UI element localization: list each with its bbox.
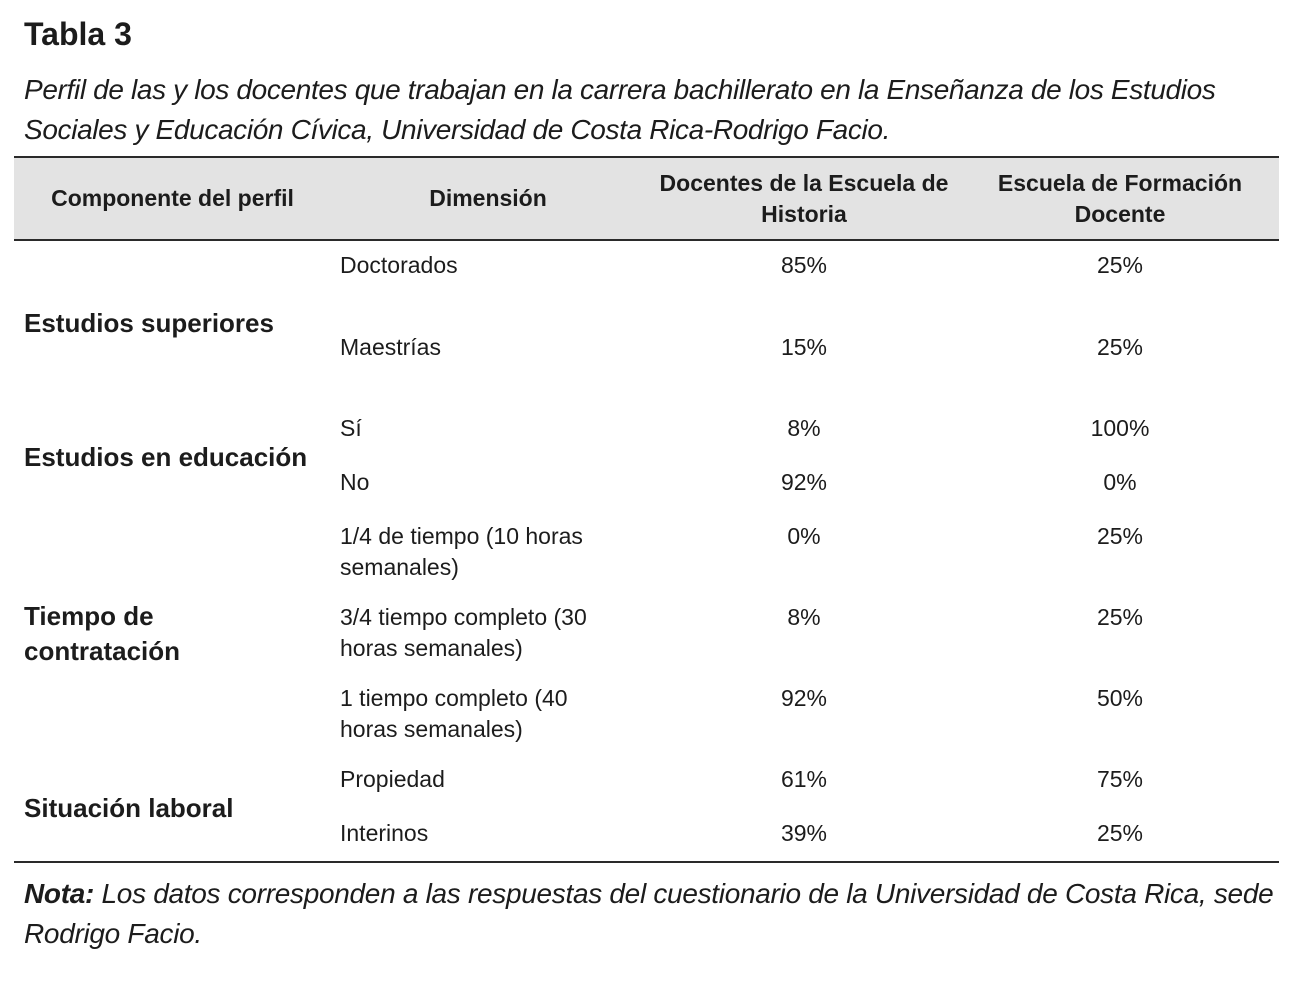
header-dimension: Dimensión <box>429 185 547 211</box>
component-situacion-laboral: Situación laboral <box>24 793 234 823</box>
component-estudios-educacion: Estudios en educación <box>24 442 308 472</box>
historia-value: 8% <box>787 604 821 630</box>
note-label: Nota: <box>24 878 95 909</box>
header-formacion: Escuela de Formación Docente <box>997 170 1243 227</box>
historia-value: 92% <box>780 685 828 711</box>
historia-value: 61% <box>780 766 828 792</box>
dimension-cell: Sí <box>340 415 362 441</box>
formacion-value: 25% <box>1096 604 1144 630</box>
note-text: Los datos corresponden a las respuestas … <box>24 878 1274 949</box>
historia-value: 0% <box>787 523 821 549</box>
historia-value: 8% <box>787 415 821 441</box>
header-rule <box>14 239 1279 241</box>
formacion-value: 100% <box>1090 415 1150 441</box>
table-note: Nota: Los datos corresponden a las respu… <box>24 874 1289 954</box>
formacion-value: 25% <box>1096 523 1144 549</box>
dimension-cell: Doctorados <box>340 252 458 278</box>
formacion-value: 0% <box>1103 469 1137 495</box>
dimension-cell: Maestrías <box>340 334 441 360</box>
table-caption: Perfil de las y los docentes que trabaja… <box>24 74 1216 145</box>
historia-value: 92% <box>780 469 828 495</box>
dimension-cell: 1/4 de tiempo (10 horas semanales) <box>340 523 583 580</box>
table-header-band <box>14 158 1279 240</box>
header-historia: Docentes de la Escuela de Historia <box>659 170 949 227</box>
component-estudios-superiores: Estudios superiores <box>24 308 274 338</box>
dimension-cell: No <box>340 469 370 495</box>
dimension-cell: Interinos <box>340 820 429 846</box>
bottom-rule <box>14 861 1279 863</box>
formacion-value: 75% <box>1096 766 1144 792</box>
component-tiempo-contratacion: Tiempo de contratación <box>24 601 181 666</box>
historia-value: 39% <box>780 820 828 846</box>
historia-value: 85% <box>780 252 828 278</box>
dimension-cell: Propiedad <box>340 766 445 792</box>
formacion-value: 50% <box>1096 685 1144 711</box>
formacion-value: 25% <box>1096 820 1144 846</box>
table-title: Tabla 3 <box>24 16 132 52</box>
formacion-value: 25% <box>1096 252 1144 278</box>
historia-value: 15% <box>780 334 828 360</box>
dimension-cell: 3/4 tiempo completo (30 horas semanales) <box>340 604 587 661</box>
top-rule <box>14 156 1279 158</box>
formacion-value: 25% <box>1096 334 1144 360</box>
dimension-cell: 1 tiempo completo (40 horas semanales) <box>340 685 568 742</box>
header-componente: Componente del perfil <box>51 185 294 211</box>
